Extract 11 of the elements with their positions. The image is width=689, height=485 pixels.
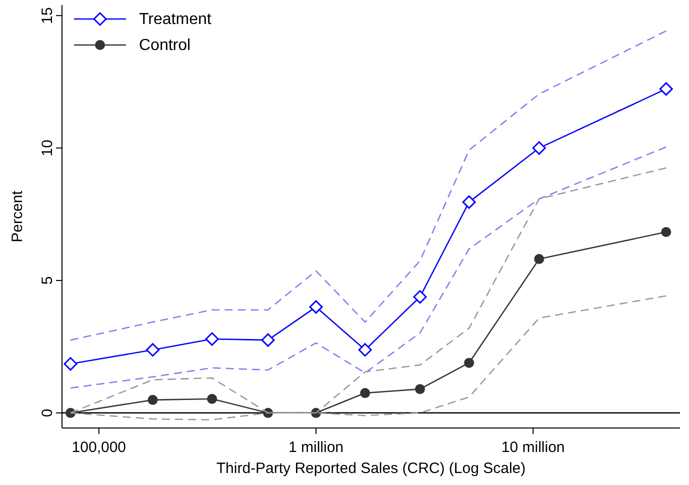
x-tick-label: 1 million [288, 439, 344, 456]
y-tick-label: 15 [39, 7, 56, 24]
y-axis-title: Percent [9, 190, 26, 242]
x-axis-title: Third-Party Reported Sales (CRC) (Log Scale) [216, 460, 526, 477]
legend-label: Control [139, 37, 191, 54]
y-tick-label: 0 [39, 408, 56, 418]
y-tick-label: 10 [39, 140, 56, 156]
x-tick-label: 100,000 [72, 439, 126, 456]
legend-label: Treatment [139, 11, 212, 28]
y-tick-label: 5 [39, 276, 56, 285]
x-tick-label: 10 million [501, 439, 565, 456]
